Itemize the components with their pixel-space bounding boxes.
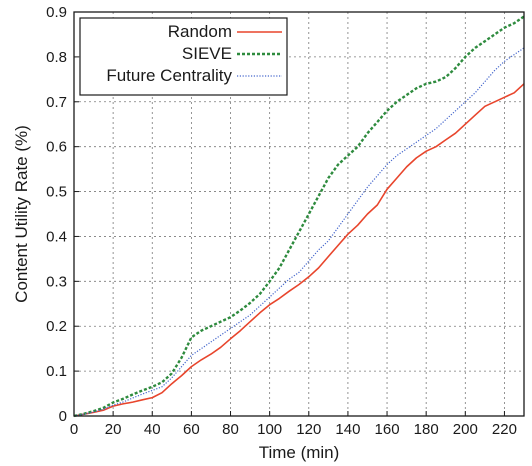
plot-area-frame — [73, 11, 525, 417]
series-lines — [73, 15, 525, 418]
legend-box — [79, 17, 288, 96]
x-tick-label: 160 — [375, 421, 400, 438]
x-tick-label: 140 — [335, 421, 360, 438]
y-tick-label: 0.8 — [46, 49, 67, 66]
y-tick-label: 0.3 — [46, 273, 67, 290]
legend-label-sieve: SIEVE — [182, 44, 232, 63]
y-tick-label: 0.7 — [46, 94, 67, 111]
x-axis-title: Time (min) — [259, 443, 340, 462]
legend: Random SIEVE Future Centrality — [79, 17, 288, 96]
grid — [74, 12, 524, 416]
legend-label-future-centrality: Future Centrality — [106, 66, 232, 85]
x-tick-label: 180 — [414, 421, 439, 438]
series-line-future-centrality — [73, 47, 525, 417]
y-tick-label: 0.1 — [46, 363, 67, 380]
y-tick-label: 0.6 — [46, 139, 67, 156]
x-tick-label: 20 — [105, 421, 122, 438]
x-axis-ticks: 0 20 40 60 80 100 120 140 160 180 200 220 — [70, 411, 517, 438]
x-tick-label: 80 — [222, 421, 239, 438]
series-line-sieve — [73, 15, 525, 418]
x-tick-label: 0 — [70, 421, 78, 438]
y-tick-label: 0.4 — [46, 228, 67, 245]
legend-label-random: Random — [168, 22, 232, 41]
x-tick-label: 100 — [257, 421, 282, 438]
y-tick-label: 0 — [59, 408, 67, 425]
y-axis-ticks: 0 0.1 0.2 0.3 0.4 0.5 0.6 0.7 0.8 0.9 — [46, 4, 79, 425]
x-tick-label: 120 — [296, 421, 321, 438]
y-tick-label: 0.9 — [46, 4, 67, 21]
x-tick-label: 200 — [453, 421, 478, 438]
series-line-random — [73, 83, 525, 417]
x-tick-label: 60 — [183, 421, 200, 438]
y-tick-label: 0.5 — [46, 184, 67, 201]
x-tick-label: 220 — [492, 421, 517, 438]
y-axis-title: Content Utility Rate (%) — [12, 125, 31, 303]
x-tick-label: 40 — [144, 421, 161, 438]
y-tick-label: 0.2 — [46, 318, 67, 335]
